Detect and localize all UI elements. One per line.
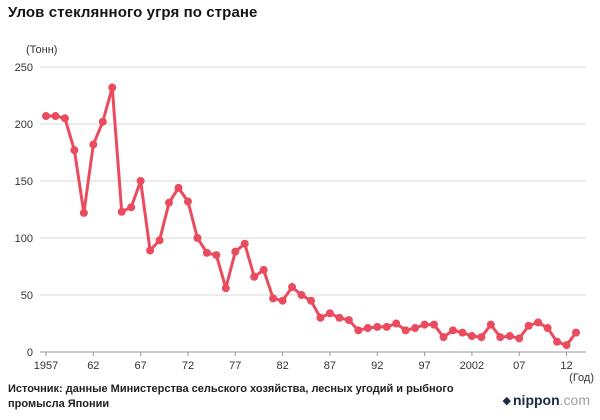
data-point	[98, 117, 107, 126]
data-point	[288, 283, 297, 292]
data-point	[193, 234, 202, 242]
x-tick-label: 12	[560, 360, 572, 372]
data-point	[278, 296, 287, 305]
data-point	[146, 246, 155, 255]
data-point	[51, 112, 60, 121]
y-tick-label: 150	[15, 176, 33, 188]
data-point	[486, 320, 495, 329]
data-point	[174, 183, 183, 192]
x-tick-label: 92	[371, 360, 383, 372]
data-point	[136, 177, 145, 185]
data-point	[269, 294, 278, 303]
data-point	[307, 296, 315, 305]
chart-title: Улов стеклянного угря по стране	[8, 4, 258, 21]
catch-line	[44, 86, 578, 347]
x-tick-label: 07	[513, 360, 525, 372]
x-tick-label: 2002	[460, 360, 484, 372]
source-text: Источник: данные Министерства сельского …	[8, 383, 454, 410]
logo-tld: .com	[559, 392, 590, 408]
data-point	[572, 328, 580, 337]
data-point	[448, 326, 457, 335]
x-tick-label: 97	[418, 360, 430, 372]
x-tick-label: 62	[87, 360, 99, 372]
data-point	[79, 208, 88, 217]
data-point	[401, 326, 410, 335]
diamond-icon: ◆	[502, 395, 511, 407]
data-point	[477, 333, 486, 342]
data-point	[515, 334, 524, 343]
data-point	[240, 239, 249, 248]
data-point	[127, 203, 136, 212]
data-point	[202, 248, 211, 257]
nippon-logo: ◆ nippon.com	[503, 392, 590, 408]
x-tick-label: 77	[229, 360, 241, 372]
eel-catch-chart: (Тонн) 0 50 100 150 200 250 1957 62 67 72 77 82 87 92 9…	[15, 44, 594, 384]
data-point	[354, 326, 363, 335]
x-tick-label: 67	[135, 360, 147, 372]
logo-name: nippon	[513, 392, 560, 408]
y-axis-unit-label: (Тонн)	[26, 44, 57, 56]
data-point	[458, 328, 467, 337]
y-tick-label: 0	[27, 347, 33, 359]
data-point	[316, 313, 325, 322]
data-point	[420, 320, 429, 329]
x-tick-label: 72	[182, 360, 194, 372]
data-point	[430, 320, 439, 329]
y-tick-label: 50	[21, 290, 33, 302]
data-point	[496, 333, 505, 342]
data-point	[335, 313, 344, 322]
x-tick-label: 82	[276, 360, 288, 372]
data-point	[155, 236, 164, 245]
data-point	[344, 316, 353, 325]
y-tick-label: 200	[15, 119, 33, 131]
y-tick-label: 250	[15, 62, 33, 74]
data-point	[325, 309, 334, 318]
data-point	[89, 140, 98, 149]
data-point	[42, 112, 50, 121]
data-point	[373, 322, 382, 331]
data-point	[70, 146, 79, 155]
data-point	[467, 332, 476, 341]
data-point	[534, 318, 543, 327]
data-point	[183, 197, 192, 206]
data-point	[108, 83, 117, 92]
data-point	[439, 333, 448, 342]
data-point	[117, 207, 126, 216]
data-point	[221, 284, 230, 293]
data-point	[60, 114, 69, 123]
data-point	[212, 251, 221, 260]
data-point	[250, 272, 259, 281]
data-point	[231, 247, 240, 256]
data-point	[363, 324, 372, 333]
data-point	[524, 321, 533, 330]
data-point	[411, 324, 420, 333]
data-point	[553, 337, 562, 346]
data-point	[505, 332, 514, 341]
y-tick-label: 100	[15, 233, 33, 245]
data-point	[297, 291, 306, 299]
x-tick-label: 1957	[34, 360, 58, 372]
x-axis-unit-label: (Год)	[569, 372, 594, 384]
data-point	[562, 341, 571, 350]
data-point	[392, 319, 401, 328]
data-point	[259, 265, 268, 274]
x-tick-label: 87	[324, 360, 336, 372]
data-point	[382, 322, 391, 331]
data-point	[165, 198, 174, 207]
data-point	[543, 324, 552, 333]
